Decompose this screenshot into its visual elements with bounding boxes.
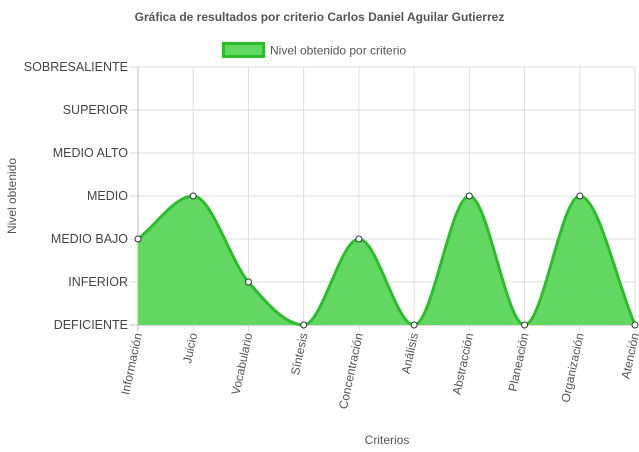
y-tick-label: MEDIO BAJO <box>51 232 128 246</box>
data-point <box>244 278 252 286</box>
x-axis-title: Criterios <box>365 433 410 447</box>
data-point <box>134 235 142 243</box>
legend-swatch <box>222 42 265 58</box>
y-tick-label: SUPERIOR <box>63 103 128 117</box>
series-area-fill <box>138 196 635 325</box>
x-tick-label: Vocabulario <box>229 331 256 396</box>
data-point <box>189 192 197 200</box>
data-point <box>300 321 308 329</box>
series-area <box>137 194 637 327</box>
data-point <box>631 321 639 329</box>
x-tick-label: Organización <box>558 332 586 404</box>
x-axis-ticks: Información Juicio Vocabulario Síntesis Conc… <box>118 331 639 410</box>
chart-title: Gráfica de resultados por criterio Carlo… <box>135 10 505 24</box>
y-tick-label: MEDIO ALTO <box>53 146 129 160</box>
data-point <box>576 192 584 200</box>
y-tick-label: SOBRESALIENTE <box>24 60 128 74</box>
x-tick-label: Atención <box>619 332 639 381</box>
x-tick-label: Concentración <box>336 332 366 411</box>
x-tick-label: Información <box>118 332 145 396</box>
data-point <box>521 321 529 329</box>
data-point <box>410 321 418 329</box>
y-tick-label: INFERIOR <box>68 275 128 289</box>
x-tick-label: Síntesis <box>288 332 311 377</box>
y-tick-label: DEFICIENTE <box>54 318 128 332</box>
x-tick-label: Planeación <box>505 332 531 393</box>
y-axis-title: Nivel obtenido <box>5 158 19 234</box>
y-axis-ticks: DEFICIENTE INFERIOR MEDIO BAJO MEDIO MEDIO A… <box>24 60 128 332</box>
x-tick-label: Juicio <box>180 331 200 364</box>
data-point <box>355 235 363 243</box>
data-point <box>465 192 473 200</box>
y-tick-label: MEDIO <box>87 189 128 203</box>
x-tick-label: Abstracción <box>450 332 477 396</box>
series-points <box>134 192 639 329</box>
x-tick-label: Análisis <box>399 332 421 375</box>
legend[interactable]: Nivel obtenido por criterio <box>222 42 407 58</box>
legend-label: Nivel obtenido por criterio <box>270 44 406 58</box>
